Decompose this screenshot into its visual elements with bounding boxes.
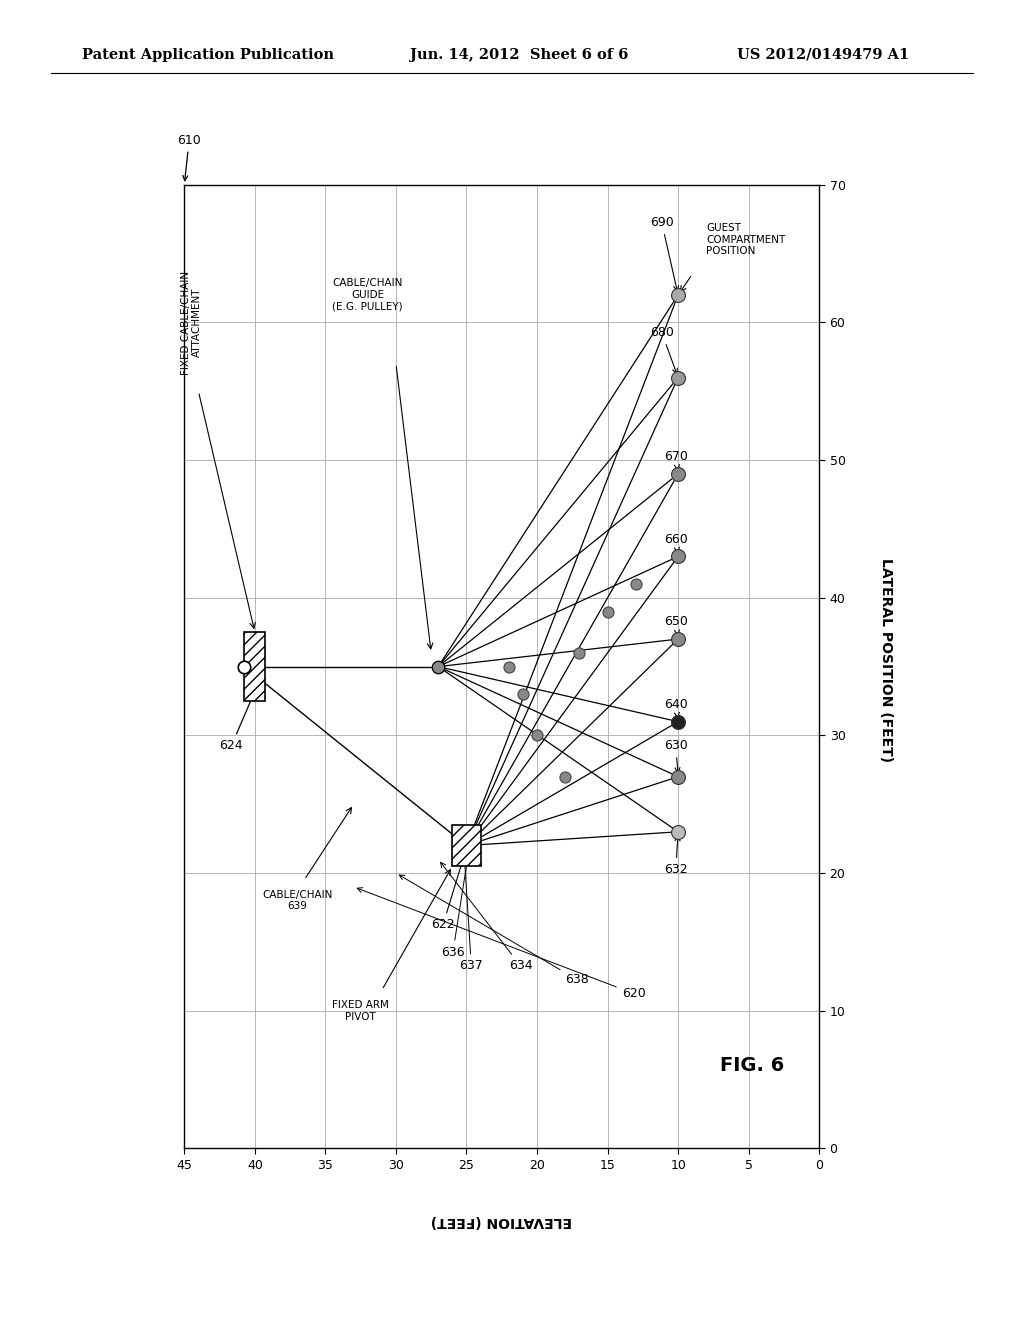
Text: Patent Application Publication: Patent Application Publication bbox=[82, 48, 334, 62]
Text: ELEVATION (FEET): ELEVATION (FEET) bbox=[431, 1214, 572, 1228]
Text: CABLE/CHAIN
GUIDE
(E.G. PULLEY): CABLE/CHAIN GUIDE (E.G. PULLEY) bbox=[333, 279, 403, 312]
Text: 638: 638 bbox=[399, 875, 589, 986]
Bar bbox=[245, 632, 265, 701]
Text: LATERAL POSITION (FEET): LATERAL POSITION (FEET) bbox=[879, 558, 893, 762]
Text: FIXED CABLE/CHAIN
ATTACHMENT: FIXED CABLE/CHAIN ATTACHMENT bbox=[180, 271, 202, 375]
Text: US 2012/0149479 A1: US 2012/0149479 A1 bbox=[737, 48, 909, 62]
Text: 650: 650 bbox=[664, 615, 688, 635]
Text: FIG. 6: FIG. 6 bbox=[721, 1056, 784, 1076]
Text: 622: 622 bbox=[431, 829, 473, 931]
Text: 610: 610 bbox=[177, 133, 201, 181]
Text: 690: 690 bbox=[650, 216, 679, 290]
Text: CABLE/CHAIN
639: CABLE/CHAIN 639 bbox=[262, 890, 333, 911]
Text: 660: 660 bbox=[664, 533, 688, 553]
Text: 637: 637 bbox=[460, 849, 483, 973]
Text: GUEST
COMPARTMENT
POSITION: GUEST COMPARTMENT POSITION bbox=[707, 223, 785, 256]
Bar bbox=[453, 825, 480, 866]
Text: 670: 670 bbox=[664, 450, 688, 470]
Text: 620: 620 bbox=[357, 887, 645, 1001]
Text: 680: 680 bbox=[650, 326, 678, 374]
Text: 640: 640 bbox=[664, 698, 688, 718]
Text: 636: 636 bbox=[441, 842, 472, 958]
Text: 624: 624 bbox=[219, 669, 264, 752]
Text: 634: 634 bbox=[440, 862, 532, 973]
Text: 630: 630 bbox=[664, 739, 688, 772]
Text: 632: 632 bbox=[664, 836, 688, 876]
Text: Jun. 14, 2012  Sheet 6 of 6: Jun. 14, 2012 Sheet 6 of 6 bbox=[410, 48, 628, 62]
Text: FIXED ARM
PIVOT: FIXED ARM PIVOT bbox=[332, 1001, 389, 1022]
